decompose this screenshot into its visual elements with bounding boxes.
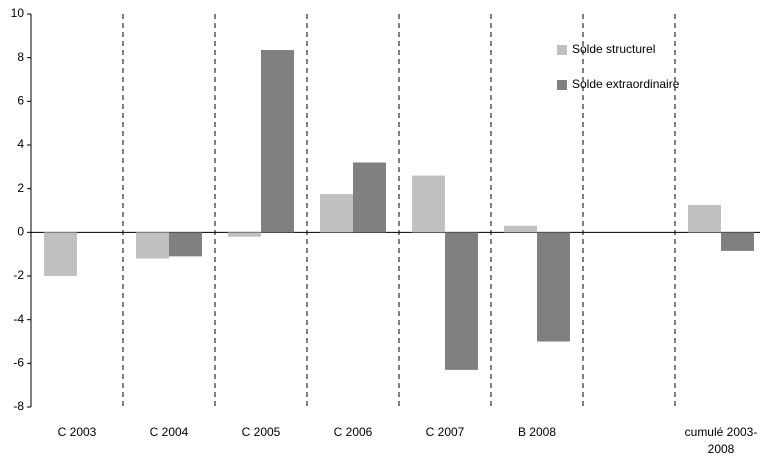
bar	[504, 225, 537, 233]
bar	[353, 162, 386, 233]
legend-swatch	[557, 45, 567, 55]
bar	[261, 50, 294, 233]
y-tick-label: 10	[11, 6, 25, 20]
bar	[228, 232, 261, 237]
y-tick-label: -4	[13, 312, 24, 326]
x-tick-label: cumulé 2003-2008	[684, 425, 758, 456]
y-tick-label: 4	[17, 137, 24, 151]
y-tick-label: 6	[17, 94, 24, 108]
bar	[537, 232, 570, 342]
bar	[721, 232, 754, 251]
y-tick-label: -8	[13, 399, 24, 413]
y-tick-label: -6	[13, 356, 24, 370]
bar	[169, 232, 202, 257]
y-tick-label: 8	[17, 50, 24, 64]
legend-swatch	[557, 80, 567, 90]
bar	[44, 232, 77, 276]
bar	[136, 232, 169, 259]
y-tick-label: -2	[13, 268, 24, 282]
legend-label: Solde structurel	[572, 42, 655, 56]
x-tick-label: C 2004	[149, 425, 189, 439]
x-tick-label: C 2005	[241, 425, 281, 439]
x-tick-label: C 2006	[333, 425, 373, 439]
x-tick-label: B 2008	[517, 425, 557, 439]
bar	[688, 205, 721, 233]
bar	[412, 175, 445, 233]
legend-label: Solde extraordinaire	[572, 77, 680, 91]
x-tick-label: C 2003	[57, 425, 97, 439]
bar	[320, 194, 353, 233]
bar	[445, 232, 478, 370]
x-tick-label: C 2007	[425, 425, 465, 439]
y-tick-label: 2	[17, 181, 24, 195]
y-tick-label: 0	[17, 225, 24, 239]
